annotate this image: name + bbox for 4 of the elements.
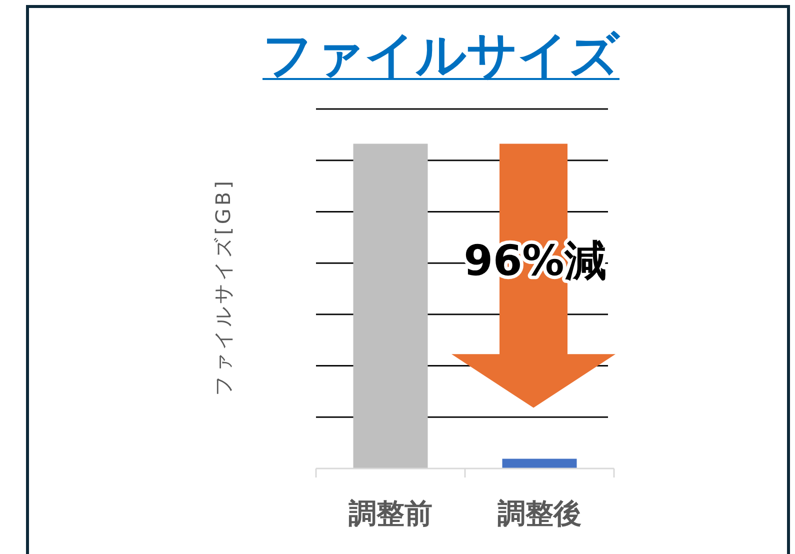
title: ファイルサイズ [262, 26, 620, 84]
x-tick-label: 調整後 [498, 497, 582, 530]
y-axis-title: ファイルサイズ[GB] [211, 178, 235, 396]
x-tick-label: 調整前 [348, 497, 432, 530]
